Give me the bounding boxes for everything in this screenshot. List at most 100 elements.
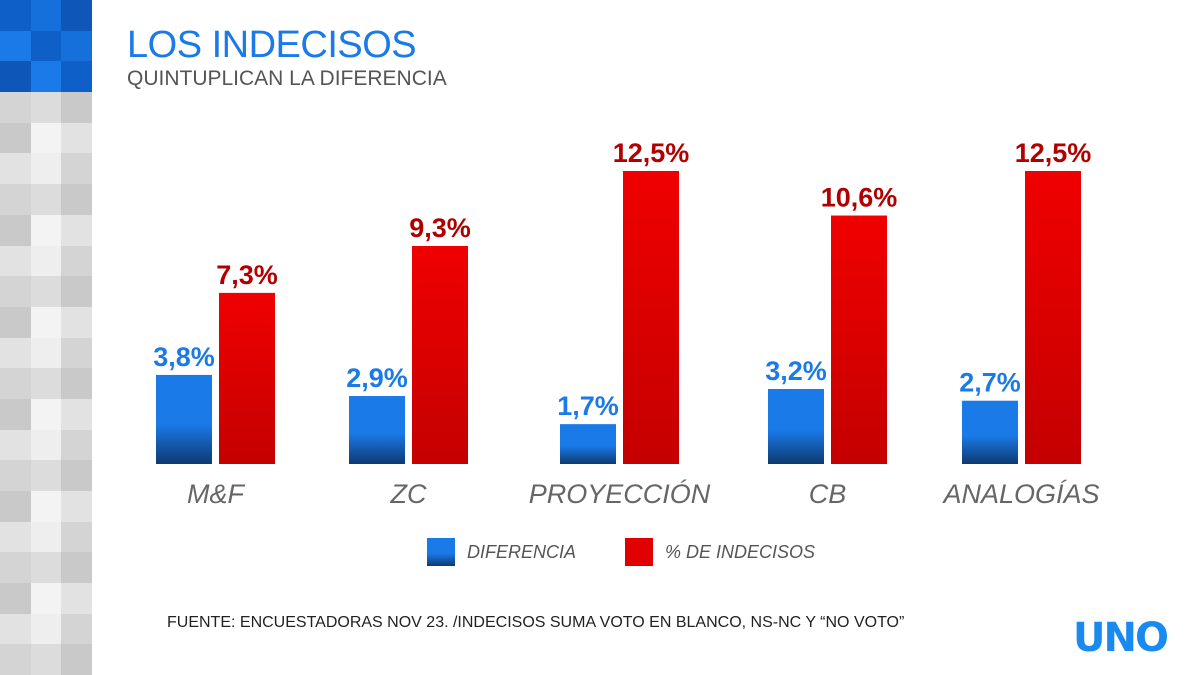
mosaic-tile xyxy=(0,368,31,399)
mosaic-tile xyxy=(0,30,31,62)
data-label: 10,6% xyxy=(821,183,898,213)
mosaic-tile xyxy=(0,644,31,675)
bar-indecisos xyxy=(623,171,679,464)
mosaic-tile xyxy=(30,30,62,62)
mosaic-tile xyxy=(30,491,62,522)
data-label: 2,9% xyxy=(346,363,408,393)
mosaic-tile xyxy=(30,583,62,614)
mosaic-tile xyxy=(61,521,92,553)
mosaic-tile xyxy=(30,61,62,93)
mosaic-tile xyxy=(30,122,62,154)
chart-subtitle: QUINTUPLICAN LA DIFERENCIA xyxy=(127,67,447,90)
bar-diferencia xyxy=(962,400,1018,464)
data-label: 2,7% xyxy=(959,368,1021,398)
mosaic-tile xyxy=(61,644,92,675)
legend-item-indecisos: % DE INDECISOS xyxy=(625,538,815,566)
mosaic-tile xyxy=(30,521,62,553)
mosaic-tile xyxy=(61,245,92,277)
mosaic-tile xyxy=(0,61,31,93)
category-label: ZC xyxy=(390,479,427,509)
mosaic-tile xyxy=(0,552,31,584)
mosaic-tile xyxy=(0,613,31,645)
bar-diferencia xyxy=(349,396,405,464)
mosaic-tile xyxy=(30,398,62,430)
mosaic-tile xyxy=(0,153,31,185)
mosaic-tile xyxy=(0,122,31,154)
mosaic-tile xyxy=(30,368,62,399)
mosaic-tile xyxy=(30,460,62,491)
mosaic-tile xyxy=(0,398,31,430)
mosaic-tile xyxy=(30,184,62,215)
mosaic-tile xyxy=(61,583,92,614)
bar-diferencia xyxy=(560,424,616,464)
mosaic-tile xyxy=(61,61,92,93)
mosaic-tile xyxy=(0,429,31,461)
mosaic-tile xyxy=(61,429,92,461)
mosaic-tile xyxy=(61,398,92,430)
legend-label: % DE INDECISOS xyxy=(665,541,816,562)
data-label: 7,3% xyxy=(216,260,278,290)
bar-diferencia xyxy=(768,388,824,464)
mosaic-tile xyxy=(0,521,31,553)
data-label: 3,8% xyxy=(153,342,215,372)
category-label: CB xyxy=(809,479,847,509)
mosaic-tile xyxy=(0,0,31,31)
mosaic-tile xyxy=(30,552,62,584)
mosaic-tile xyxy=(61,460,92,491)
bar-indecisos xyxy=(831,215,887,464)
mosaic-tile xyxy=(61,122,92,154)
mosaic-tile xyxy=(61,184,92,215)
data-label: 12,5% xyxy=(613,138,690,168)
mosaic-tile xyxy=(30,276,62,307)
legend-swatch-red xyxy=(625,538,653,566)
mosaic-tile xyxy=(30,245,62,277)
mosaic-tile xyxy=(0,460,31,491)
category-label: PROYECCIÓN xyxy=(529,478,711,509)
mosaic-tile xyxy=(30,644,62,675)
mosaic-tile xyxy=(30,92,62,123)
mosaic-tile xyxy=(0,491,31,522)
mosaic-tile xyxy=(61,30,92,62)
mosaic-tile xyxy=(0,306,31,338)
mosaic-tile xyxy=(30,429,62,461)
uno-logo: UNO xyxy=(1073,615,1169,661)
mosaic-tile xyxy=(61,337,92,369)
mosaic-tile xyxy=(0,184,31,215)
data-label: 12,5% xyxy=(1015,138,1092,168)
mosaic-tile xyxy=(61,552,92,584)
mosaic-tile xyxy=(30,153,62,185)
mosaic-tile xyxy=(61,0,92,31)
mosaic-tile xyxy=(61,153,92,185)
mosaic-tile xyxy=(0,583,31,614)
mosaic-tile xyxy=(61,368,92,399)
decorative-mosaic xyxy=(0,0,92,675)
mosaic-tile xyxy=(0,276,31,307)
mosaic-tile xyxy=(0,245,31,277)
mosaic-tile xyxy=(30,613,62,645)
source-note: FUENTE: ENCUESTADORAS NOV 23. /INDECISOS… xyxy=(167,614,905,631)
data-label: 3,2% xyxy=(765,356,827,386)
bar-diferencia xyxy=(156,374,212,464)
mosaic-tile xyxy=(30,214,62,246)
mosaic-tile xyxy=(30,306,62,338)
legend-item-diferencia: DIFERENCIA xyxy=(427,538,576,566)
mosaic-tile xyxy=(61,92,92,123)
category-label: ANALOGÍAS xyxy=(941,479,1099,509)
bar-indecisos xyxy=(219,292,275,464)
mosaic-tile xyxy=(61,306,92,338)
mosaic-tile xyxy=(0,337,31,369)
data-label: 1,7% xyxy=(557,391,619,421)
mosaic-tile xyxy=(61,276,92,307)
mosaic-tile xyxy=(30,0,62,31)
data-label: 9,3% xyxy=(409,213,471,243)
mosaic-tile xyxy=(0,214,31,246)
chart-title: LOS INDECISOS xyxy=(127,24,417,66)
bar-indecisos xyxy=(412,246,468,464)
bar-indecisos xyxy=(1025,171,1081,464)
legend-label: DIFERENCIA xyxy=(467,541,577,562)
mosaic-tile xyxy=(30,337,62,369)
legend-swatch-blue xyxy=(427,538,455,566)
mosaic-tile xyxy=(61,613,92,645)
mosaic-tile xyxy=(0,92,31,123)
